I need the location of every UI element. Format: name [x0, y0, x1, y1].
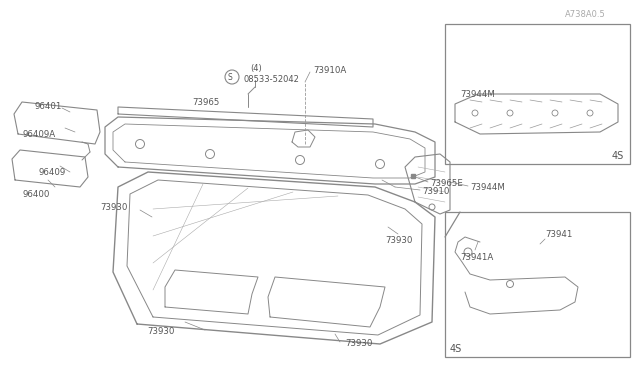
Text: (4): (4) — [250, 64, 262, 73]
Text: 96400: 96400 — [22, 189, 49, 199]
Text: 73965E: 73965E — [430, 179, 463, 187]
Text: 4S: 4S — [450, 344, 462, 354]
Text: 73944M: 73944M — [460, 90, 495, 99]
Text: 4S: 4S — [612, 151, 624, 161]
Text: 73930: 73930 — [147, 327, 174, 337]
Text: 96401: 96401 — [34, 102, 61, 110]
Text: 73941: 73941 — [545, 230, 572, 238]
Text: 73910A: 73910A — [313, 65, 346, 74]
Text: S: S — [228, 73, 232, 81]
Text: 73941A: 73941A — [460, 253, 493, 262]
Text: 73930: 73930 — [100, 202, 127, 212]
Text: 73944M: 73944M — [470, 183, 505, 192]
Text: 73910: 73910 — [422, 186, 449, 196]
Text: 08533-52042: 08533-52042 — [243, 74, 299, 83]
Text: 73930: 73930 — [345, 340, 372, 349]
Text: 73930: 73930 — [385, 235, 412, 244]
Text: 73965: 73965 — [192, 97, 220, 106]
Text: 96409: 96409 — [38, 167, 65, 176]
Text: A738A0.5: A738A0.5 — [565, 10, 605, 19]
Text: 96409A: 96409A — [22, 129, 55, 138]
